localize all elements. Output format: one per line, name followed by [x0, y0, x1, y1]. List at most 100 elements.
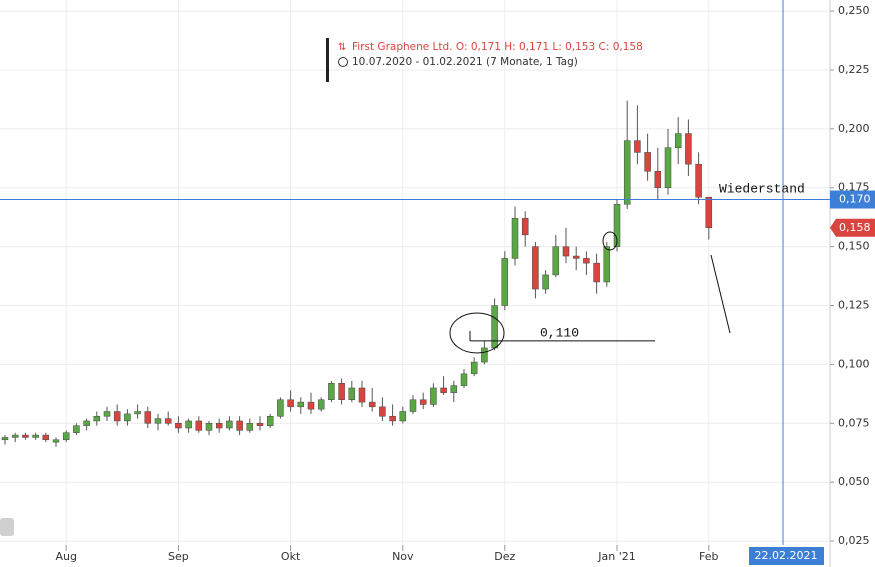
x-tick-label: Sep [168, 550, 189, 563]
candle-body [134, 411, 141, 415]
y-tick-label: 0,175 [838, 181, 870, 194]
candle-body [634, 140, 641, 153]
candle-body [521, 218, 529, 236]
circle-annotation [449, 312, 505, 354]
candle-body [1, 437, 9, 441]
x-tick-label: Okt [281, 550, 301, 563]
candle-body [674, 133, 682, 148]
candle-body [83, 420, 90, 426]
legend-bar [326, 38, 329, 82]
candle-body [572, 255, 580, 259]
clock-icon [338, 57, 348, 67]
candle-body [501, 258, 509, 306]
candle-body [154, 418, 162, 424]
candle-body [542, 274, 549, 290]
last-price-label: 0,158 [839, 221, 871, 234]
candle-body [205, 423, 213, 431]
y-tick-label: 0,250 [838, 4, 870, 17]
candle-body [73, 425, 80, 433]
trend-line [710, 254, 731, 334]
candle-body [287, 399, 294, 408]
x-tick-label: Nov [392, 550, 414, 563]
candle-body [440, 387, 447, 393]
candle-body [328, 383, 335, 401]
candle-body [593, 262, 600, 283]
candle-body [419, 399, 427, 405]
y-tick-label: 0,150 [838, 240, 870, 253]
x-tick-label: Jan '21 [597, 550, 635, 563]
candle-body [22, 434, 29, 438]
candle-body [52, 439, 60, 443]
candle-body [317, 399, 325, 410]
candle-body [664, 147, 672, 188]
legend-title: First Graphene Ltd. O: 0,171 H: 0,171 L:… [352, 41, 643, 53]
y-tick-label: 0,125 [838, 299, 870, 312]
candle-body [685, 133, 692, 165]
candle-body [644, 152, 651, 172]
candle-body [246, 423, 254, 431]
level-label: 0,110 [540, 325, 579, 340]
candle-body [470, 361, 478, 375]
candle-body [113, 411, 121, 422]
candle-body [358, 387, 366, 403]
candle-body [93, 415, 101, 422]
candle-body [144, 411, 152, 424]
candle-body [297, 401, 305, 408]
price-badge [830, 190, 875, 209]
candle-body [103, 411, 111, 417]
candle-body [185, 420, 192, 429]
price-label: 0,170 [839, 193, 871, 206]
resistance-label: Wiederstand [719, 181, 805, 196]
candle-body [399, 411, 407, 422]
candle-body [583, 258, 590, 264]
candle-body [277, 399, 284, 417]
candle-body [430, 387, 437, 405]
y-tick-label: 0,200 [838, 122, 870, 135]
y-tick-label: 0,225 [838, 63, 870, 76]
candle-body [11, 434, 19, 438]
candle-body [215, 423, 223, 429]
candle-body [695, 163, 702, 198]
x-tick-label: Feb [699, 550, 718, 563]
candle-body [195, 420, 203, 431]
candle-body [603, 246, 611, 283]
candle-body [562, 246, 570, 257]
circle-annotation [602, 231, 618, 251]
candle-body [532, 246, 539, 290]
candle-body [460, 373, 468, 386]
candle-body [623, 140, 631, 205]
candle-body [379, 406, 386, 417]
candle-body [654, 171, 662, 188]
crosshair-date: 22.02.2021 [755, 549, 818, 562]
y-tick-label: 0,050 [838, 475, 870, 488]
scroll-button[interactable] [0, 518, 14, 536]
candle-body [368, 401, 376, 408]
candle-body [613, 203, 621, 247]
legend-range: 10.07.2020 - 01.02.2021 (7 Monate, 1 Tag… [352, 56, 578, 68]
candle-body [226, 420, 233, 429]
x-tick-label: Aug [55, 550, 76, 563]
y-tick-label: 0,025 [838, 534, 870, 547]
x-tick-label: Dez [494, 550, 515, 563]
y-tick-label: 0,100 [838, 357, 870, 370]
candle-body [124, 413, 131, 422]
candle-body [266, 415, 274, 426]
legend-icon: ⇅ [338, 42, 346, 53]
candle-body [552, 246, 560, 276]
candle-body [307, 401, 315, 410]
last-price-badge [830, 218, 875, 237]
candle-body [42, 434, 50, 441]
candle-body [409, 399, 417, 412]
candle-body [389, 415, 396, 422]
candle-body [450, 385, 458, 393]
candle-body [32, 434, 39, 438]
y-tick-label: 0,075 [838, 416, 870, 429]
candle-body [705, 196, 713, 229]
crosshair-date-badge [749, 547, 824, 565]
candle-body [481, 347, 488, 363]
candle-body [511, 218, 519, 259]
candle-body [256, 423, 264, 426]
